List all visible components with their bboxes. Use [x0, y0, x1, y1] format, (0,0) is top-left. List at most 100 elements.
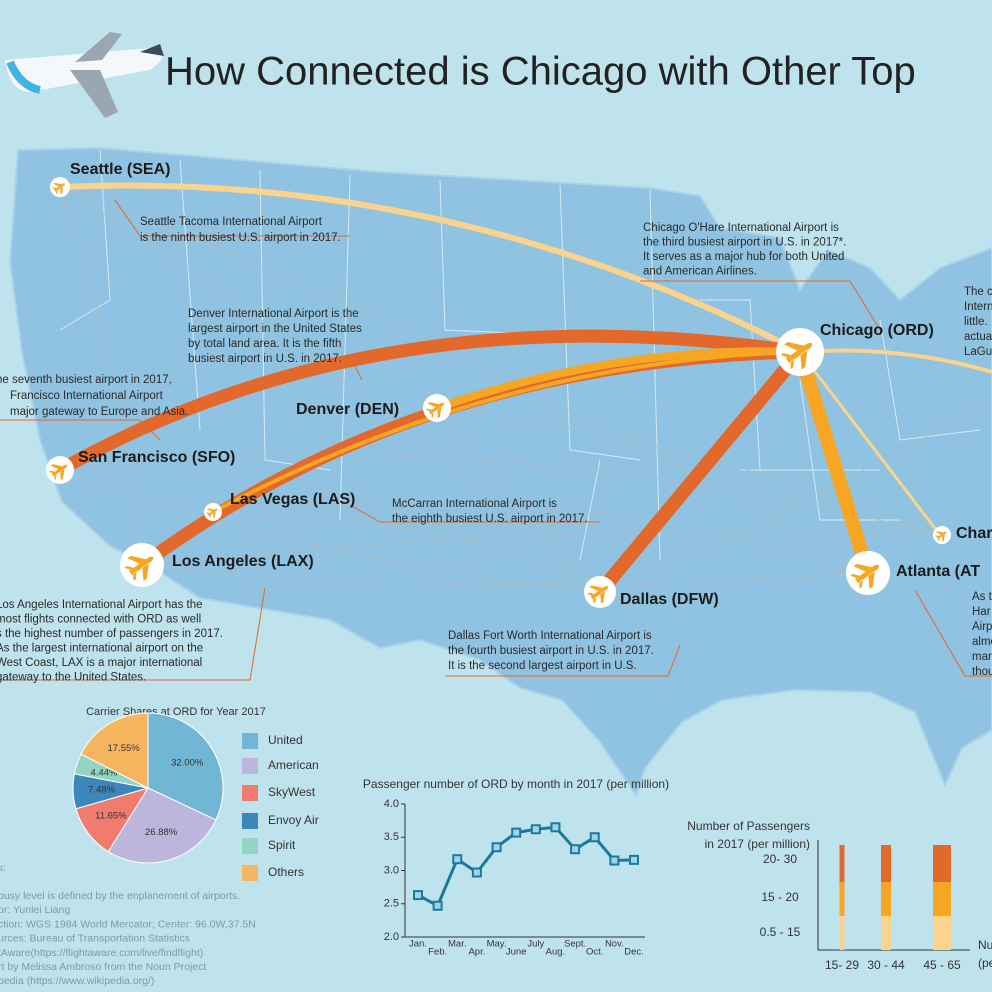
- airport-description: the fourth busiest airport in U.S. in 20…: [448, 645, 654, 657]
- x-tick-label: Sept.: [564, 939, 586, 950]
- plane-body: [780, 341, 813, 370]
- plane-body: [48, 464, 68, 481]
- airport-description: is the ninth busiest U.S. airport in 201…: [140, 232, 341, 244]
- route: [433, 347, 804, 412]
- airport-label: Las Vegas (LAS): [230, 491, 355, 508]
- line-marker: [530, 824, 541, 835]
- legend-row-label: 15 - 20: [761, 890, 799, 904]
- pie-value-label: 11.65%: [95, 811, 127, 822]
- legend-title: Number of Passengers: [687, 819, 810, 833]
- legend-axes: [817, 840, 970, 951]
- y-tick-label: 4.0: [384, 798, 399, 810]
- background-route: [436, 407, 601, 593]
- airport-description: man: [972, 651, 992, 663]
- legend-bar-segment: [839, 882, 845, 916]
- description-fragment: Intern: [964, 301, 992, 313]
- plane-body: [205, 508, 218, 519]
- y-tick-label: 3.0: [384, 864, 399, 876]
- airport-label: Seattle (SEA): [70, 161, 170, 178]
- line-marker: [413, 890, 423, 901]
- state-borders: [59, 149, 981, 561]
- line-marker: [570, 844, 581, 855]
- route: [57, 182, 803, 355]
- airport-description: largest airport in the United States: [188, 323, 362, 335]
- line-marker: [471, 867, 482, 878]
- airport-description: thou: [972, 666, 992, 678]
- airport-description: Har: [972, 606, 991, 618]
- plane-icon: [51, 182, 66, 195]
- legend-bar-segment: [839, 916, 845, 950]
- x-tick-label: Nov.: [605, 939, 624, 950]
- y-tick-label: 2.5: [384, 898, 399, 910]
- legend-bar-segment: [881, 916, 891, 950]
- plane-body: [934, 531, 947, 542]
- note: busy level is defined by the enplanement…: [0, 890, 240, 902]
- x-tick-label: Oct.: [586, 947, 603, 958]
- legend-swatch: [242, 733, 258, 749]
- legend-label: Others: [268, 865, 304, 879]
- pie-slice: [80, 712, 149, 789]
- callout-line: [0, 419, 161, 441]
- x-tick-label: Dec.: [624, 947, 644, 958]
- legend-swatch: [242, 785, 258, 801]
- background-route: [59, 469, 601, 593]
- legend-swatch: [242, 865, 258, 881]
- airport-description: Denver International Airport is the: [188, 308, 359, 320]
- callout-line: [114, 199, 350, 237]
- route: [798, 350, 942, 537]
- line-marker: [589, 832, 600, 843]
- title: How Connected is Chicago with Other Top: [165, 50, 916, 94]
- pie-value-label: 32.00%: [171, 758, 204, 769]
- plane-body: [51, 182, 66, 195]
- y-tick-label: 3.5: [384, 831, 399, 843]
- note: or: Yunlei Liang: [0, 904, 70, 916]
- background-route: [59, 186, 601, 593]
- legend-label: Envoy Air: [268, 813, 319, 827]
- airport-description: McCarran International Airport is: [392, 498, 557, 510]
- legend-label: American: [268, 758, 319, 772]
- airport-description: As t: [972, 591, 992, 603]
- background-route: [212, 499, 869, 574]
- callout-line: [349, 504, 600, 523]
- line-marker: [432, 900, 443, 911]
- legend-label: SkyWest: [268, 785, 316, 799]
- description-fragment: LaGu: [964, 346, 992, 358]
- legend-bar-segment: [881, 845, 891, 882]
- route: [593, 345, 807, 599]
- airport-description: busiest airport in U.S. in 2017.: [188, 353, 342, 365]
- airport-description: Airp: [972, 621, 992, 633]
- legend-row-label: 20- 30: [763, 852, 797, 866]
- x-tick-label: Feb.: [428, 947, 447, 958]
- airport-label: Atlanta (AT: [896, 563, 980, 580]
- x-tick-label: Jan.: [409, 939, 427, 950]
- airport-description: and American Airlines.: [643, 266, 757, 278]
- background-route: [436, 407, 941, 536]
- route: [53, 329, 807, 477]
- top-left-plane: [5, 32, 164, 118]
- line-marker: [629, 854, 639, 865]
- legend-bar-segment: [933, 845, 951, 882]
- plane-body: [850, 563, 880, 590]
- route: [211, 350, 802, 514]
- description-fragment: actua: [964, 331, 992, 343]
- airport-label: Chicago (ORD): [820, 322, 934, 339]
- airport-description: s the highest number of passengers in 20…: [0, 628, 223, 640]
- legend-bar-segment: [933, 916, 951, 950]
- airport-description: Seattle Tacoma International Airport: [140, 216, 323, 228]
- pie-value-label: 26.88%: [145, 827, 178, 838]
- line-marker: [511, 827, 522, 838]
- legend-column-label: 15- 29: [825, 958, 859, 972]
- background-route: [599, 399, 992, 593]
- airport-description: West Coast, LAX is a major international: [0, 657, 202, 669]
- note: tAware(https://flightaware.com/live/find…: [0, 947, 203, 959]
- line-title: Passenger number of ORD by month in 2017…: [363, 777, 669, 791]
- y-tick-label: 2.0: [384, 931, 399, 943]
- background-route: [141, 564, 869, 586]
- plane-icon: [850, 563, 880, 590]
- x-tick-label: Apr.: [468, 947, 485, 958]
- pie-value-label: 7.48%: [88, 785, 115, 796]
- route: [793, 345, 875, 580]
- airport-description: the third busiest airport in U.S. in 201…: [643, 237, 846, 249]
